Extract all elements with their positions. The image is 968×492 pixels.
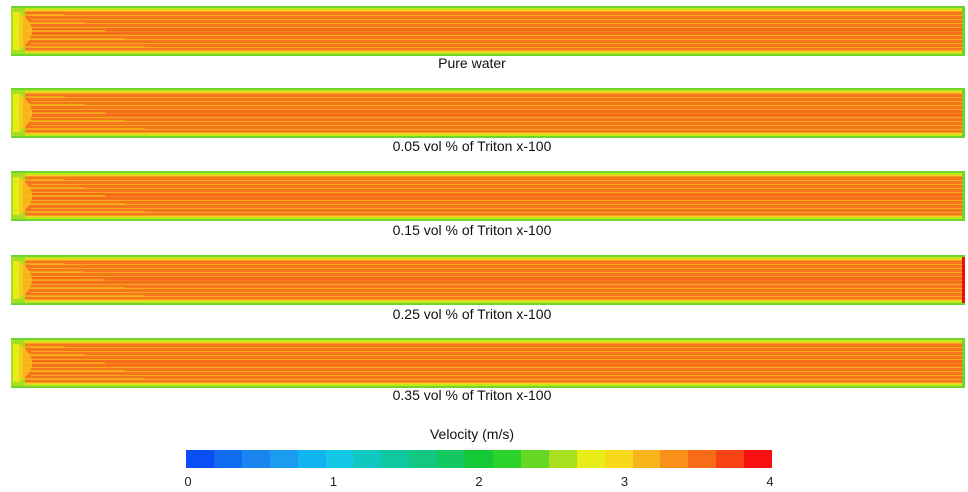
colorbar-segment xyxy=(688,450,717,468)
colorbar-segment xyxy=(660,450,689,468)
panel-caption: 0.05 vol % of Triton x-100 xyxy=(392,138,552,154)
colorbar-segment xyxy=(716,450,745,468)
colorbar-segment xyxy=(744,450,773,468)
pipe-velocity-contour xyxy=(11,338,965,388)
panel-caption: 0.35 vol % of Triton x-100 xyxy=(392,387,552,403)
colorbar-tick-label: 1 xyxy=(329,474,338,489)
panel-caption: Pure water xyxy=(438,55,506,71)
colorbar-segment xyxy=(325,450,354,468)
colorbar-segment xyxy=(297,450,326,468)
colorbar-segment xyxy=(604,450,633,468)
colorbar-tick-label: 4 xyxy=(766,474,774,489)
colorbar-segment xyxy=(576,450,605,468)
colorbar-tick-label: 0 xyxy=(184,474,192,489)
colorbar-tick-label: 2 xyxy=(475,474,483,489)
colorbar-segment xyxy=(353,450,382,468)
colorbar-segment xyxy=(241,450,270,468)
colorbar-segment xyxy=(437,450,466,468)
colorbar-segment xyxy=(632,450,661,468)
colorbar-title: Velocity (m/s) xyxy=(429,426,514,442)
colorbar-segment xyxy=(381,450,410,468)
colorbar-segment xyxy=(186,450,214,468)
pipe-velocity-contour xyxy=(11,88,965,138)
pipe-velocity-contour xyxy=(11,6,965,56)
colorbar-segment xyxy=(409,450,438,468)
colorbar-segment xyxy=(520,450,549,468)
colorbar-segment xyxy=(492,450,521,468)
panel-caption: 0.25 vol % of Triton x-100 xyxy=(392,306,552,322)
colorbar-segment xyxy=(269,450,298,468)
colorbar-segment xyxy=(213,450,242,468)
colorbar xyxy=(186,450,773,468)
colorbar-tick-label: 3 xyxy=(620,474,629,489)
pipe-velocity-contour xyxy=(11,255,965,305)
pipe-velocity-contour xyxy=(11,171,965,221)
panel-caption: 0.15 vol % of Triton x-100 xyxy=(392,222,552,238)
colorbar-segment xyxy=(465,450,493,468)
colorbar-segment xyxy=(548,450,577,468)
